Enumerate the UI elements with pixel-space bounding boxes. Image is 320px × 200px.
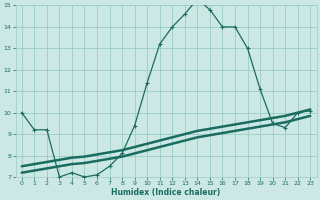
X-axis label: Humidex (Indice chaleur): Humidex (Indice chaleur) [111, 188, 221, 197]
